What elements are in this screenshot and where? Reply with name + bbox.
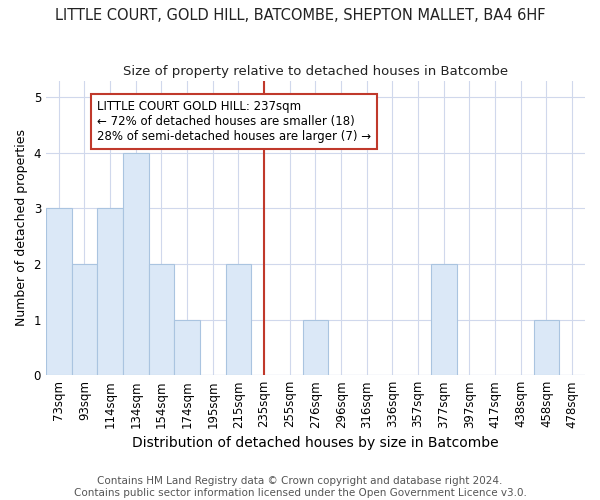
Text: LITTLE COURT, GOLD HILL, BATCOMBE, SHEPTON MALLET, BA4 6HF: LITTLE COURT, GOLD HILL, BATCOMBE, SHEPT… [55,8,545,22]
Bar [174,320,200,375]
Bar [533,320,559,375]
Bar [46,208,71,375]
Bar [71,264,97,375]
Text: Contains HM Land Registry data © Crown copyright and database right 2024.
Contai: Contains HM Land Registry data © Crown c… [74,476,526,498]
Bar [302,320,328,375]
Bar [97,208,123,375]
Bar [123,153,149,375]
Bar [431,264,457,375]
Y-axis label: Number of detached properties: Number of detached properties [15,130,28,326]
Title: Size of property relative to detached houses in Batcombe: Size of property relative to detached ho… [123,65,508,78]
X-axis label: Distribution of detached houses by size in Batcombe: Distribution of detached houses by size … [132,436,499,450]
Bar [226,264,251,375]
Text: LITTLE COURT GOLD HILL: 237sqm
← 72% of detached houses are smaller (18)
28% of : LITTLE COURT GOLD HILL: 237sqm ← 72% of … [97,100,371,143]
Bar [149,264,174,375]
